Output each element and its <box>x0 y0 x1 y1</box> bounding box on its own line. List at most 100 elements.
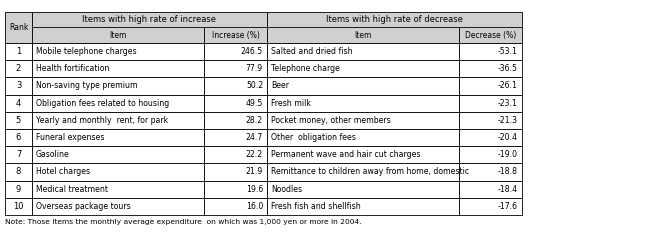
Text: 2: 2 <box>16 64 21 73</box>
Bar <box>32 180 204 198</box>
Text: Overseas package tours: Overseas package tours <box>36 202 131 211</box>
Text: Non-saving type premium: Non-saving type premium <box>36 82 138 90</box>
Bar <box>459 78 522 94</box>
Text: Item: Item <box>109 31 127 40</box>
Bar <box>459 198 522 215</box>
Text: Noodles: Noodles <box>271 185 302 194</box>
Bar <box>32 43 204 60</box>
Text: -53.1: -53.1 <box>498 47 518 56</box>
Text: Fresh fish and shellfish: Fresh fish and shellfish <box>271 202 360 211</box>
Bar <box>267 129 459 146</box>
Text: 6: 6 <box>16 133 21 142</box>
Bar <box>267 94 459 112</box>
Bar <box>5 12 32 43</box>
Bar <box>267 28 459 43</box>
Bar <box>5 180 32 198</box>
Text: 7: 7 <box>16 150 21 159</box>
Text: -19.0: -19.0 <box>498 150 518 159</box>
Bar <box>32 28 204 43</box>
Bar <box>267 60 459 78</box>
Bar <box>5 129 32 146</box>
Bar <box>32 112 204 129</box>
Bar <box>5 198 32 215</box>
Bar <box>32 94 204 112</box>
Text: 49.5: 49.5 <box>246 99 263 108</box>
Text: Other  obligation fees: Other obligation fees <box>271 133 356 142</box>
Text: Yearly and monthly  rent, for park: Yearly and monthly rent, for park <box>36 116 168 125</box>
Bar <box>267 12 522 28</box>
Text: Note: Those items the monthly average expenditure  on which was 1,000 yen or mor: Note: Those items the monthly average ex… <box>5 219 362 225</box>
Text: Funeral expenses: Funeral expenses <box>36 133 104 142</box>
Bar <box>32 60 204 78</box>
Bar <box>459 146 522 164</box>
Bar <box>204 28 267 43</box>
Bar <box>459 180 522 198</box>
Bar <box>5 146 32 164</box>
Text: Item: Item <box>354 31 372 40</box>
Bar <box>459 43 522 60</box>
Bar <box>204 146 267 164</box>
Bar <box>459 129 522 146</box>
Bar <box>204 198 267 215</box>
Bar <box>459 28 522 43</box>
Bar <box>267 112 459 129</box>
Text: Pocket money, other members: Pocket money, other members <box>271 116 391 125</box>
Text: Decrease (%): Decrease (%) <box>465 31 516 40</box>
Text: 8: 8 <box>16 168 21 176</box>
Text: Salted and dried fish: Salted and dried fish <box>271 47 352 56</box>
Text: 3: 3 <box>16 82 21 90</box>
Text: -20.4: -20.4 <box>498 133 518 142</box>
Text: Obligation fees related to housing: Obligation fees related to housing <box>36 99 170 108</box>
Bar <box>459 60 522 78</box>
Text: -18.8: -18.8 <box>498 168 518 176</box>
Bar <box>32 146 204 164</box>
Text: Items with high rate of decrease: Items with high rate of decrease <box>326 15 463 24</box>
Bar <box>32 164 204 180</box>
Text: Permanent wave and hair cut charges: Permanent wave and hair cut charges <box>271 150 420 159</box>
Bar <box>459 164 522 180</box>
Bar <box>267 164 459 180</box>
Text: 246.5: 246.5 <box>241 47 263 56</box>
Text: 21.9: 21.9 <box>246 168 263 176</box>
Bar <box>5 164 32 180</box>
Bar <box>204 43 267 60</box>
Text: 50.2: 50.2 <box>246 82 263 90</box>
Text: 77.9: 77.9 <box>246 64 263 73</box>
Text: 4: 4 <box>16 99 21 108</box>
Text: Hotel charges: Hotel charges <box>36 168 90 176</box>
Text: Telephone charge: Telephone charge <box>271 64 340 73</box>
Bar <box>32 12 267 28</box>
Text: 10: 10 <box>13 202 24 211</box>
Text: Fresh milk: Fresh milk <box>271 99 311 108</box>
Bar <box>32 129 204 146</box>
Bar <box>204 129 267 146</box>
Text: Items with high rate of increase: Items with high rate of increase <box>82 15 217 24</box>
Bar <box>459 94 522 112</box>
Text: -18.4: -18.4 <box>498 185 518 194</box>
Text: Mobile telephone charges: Mobile telephone charges <box>36 47 136 56</box>
Bar <box>32 198 204 215</box>
Bar <box>459 112 522 129</box>
Bar <box>267 146 459 164</box>
Bar <box>204 164 267 180</box>
Text: Increase (%): Increase (%) <box>211 31 259 40</box>
Text: -21.3: -21.3 <box>498 116 518 125</box>
Text: 9: 9 <box>16 185 21 194</box>
Text: 1: 1 <box>16 47 21 56</box>
Bar <box>267 43 459 60</box>
Bar <box>267 78 459 94</box>
Text: 28.2: 28.2 <box>246 116 263 125</box>
Bar <box>5 43 32 60</box>
Bar <box>5 78 32 94</box>
Bar <box>204 78 267 94</box>
Text: -26.1: -26.1 <box>498 82 518 90</box>
Bar <box>204 60 267 78</box>
Text: Rank: Rank <box>9 23 28 32</box>
Text: Health fortification: Health fortification <box>36 64 109 73</box>
Bar <box>5 94 32 112</box>
Bar <box>204 180 267 198</box>
Text: -17.6: -17.6 <box>498 202 518 211</box>
Text: 16.0: 16.0 <box>246 202 263 211</box>
Bar <box>267 198 459 215</box>
Text: Medical treatment: Medical treatment <box>36 185 108 194</box>
